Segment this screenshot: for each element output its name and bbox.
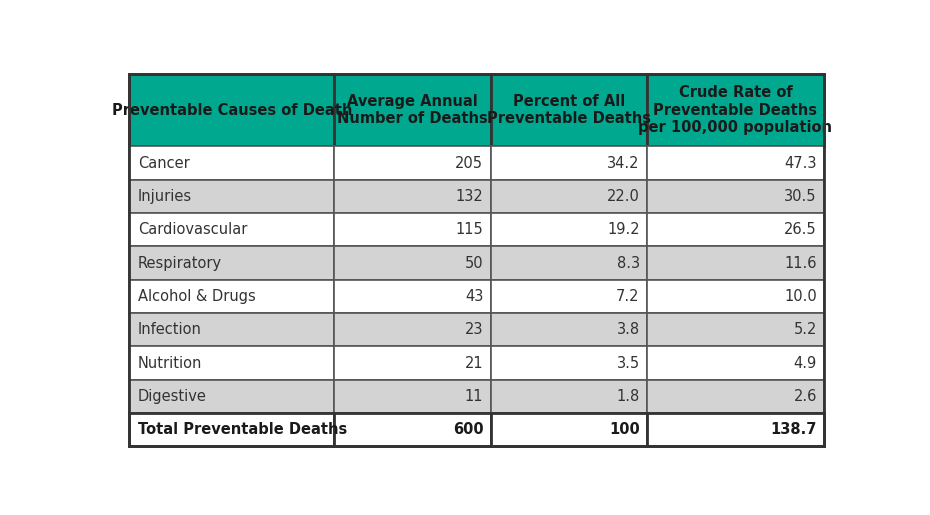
Text: Cancer: Cancer — [138, 156, 190, 170]
Bar — [334, 146, 490, 180]
Text: Crude Rate of
Preventable Deaths
per 100,000 population: Crude Rate of Preventable Deaths per 100… — [638, 85, 832, 135]
Text: Cardiovascular: Cardiovascular — [138, 222, 247, 237]
Text: 5.2: 5.2 — [793, 322, 817, 337]
Bar — [647, 146, 824, 180]
Text: 7.2: 7.2 — [617, 289, 640, 304]
Text: 11.6: 11.6 — [784, 255, 817, 270]
Bar — [334, 380, 490, 413]
Bar — [490, 146, 647, 180]
Text: 21: 21 — [465, 355, 484, 371]
Bar — [129, 74, 334, 146]
Bar — [490, 413, 647, 447]
Text: 22.0: 22.0 — [606, 189, 640, 204]
Bar — [490, 246, 647, 280]
Bar — [334, 313, 490, 347]
Bar — [129, 180, 334, 213]
Bar — [129, 146, 334, 180]
Text: 3.8: 3.8 — [617, 322, 640, 337]
Bar — [334, 280, 490, 313]
Bar — [490, 280, 647, 313]
Bar — [647, 246, 824, 280]
Text: 43: 43 — [465, 289, 484, 304]
Text: 138.7: 138.7 — [770, 422, 817, 437]
Bar — [647, 213, 824, 246]
Text: Alcohol & Drugs: Alcohol & Drugs — [138, 289, 256, 304]
Bar — [647, 347, 824, 380]
Bar — [490, 180, 647, 213]
Text: 115: 115 — [456, 222, 484, 237]
Text: 10.0: 10.0 — [784, 289, 817, 304]
Bar — [129, 280, 334, 313]
Bar — [334, 246, 490, 280]
Bar — [490, 313, 647, 347]
Text: Digestive: Digestive — [138, 389, 206, 404]
Bar — [647, 413, 824, 447]
Bar — [129, 347, 334, 380]
Text: 600: 600 — [453, 422, 484, 437]
Bar — [129, 213, 334, 246]
Bar — [129, 413, 334, 447]
Text: 132: 132 — [456, 189, 484, 204]
Text: 4.9: 4.9 — [793, 355, 817, 371]
Bar — [490, 74, 647, 146]
Bar — [129, 313, 334, 347]
Bar — [490, 380, 647, 413]
Text: 30.5: 30.5 — [784, 189, 817, 204]
Bar — [129, 380, 334, 413]
Bar — [490, 213, 647, 246]
Text: 2.6: 2.6 — [793, 389, 817, 404]
Text: 11: 11 — [465, 389, 484, 404]
Bar — [334, 413, 490, 447]
Bar — [647, 380, 824, 413]
Text: 47.3: 47.3 — [784, 156, 817, 170]
Bar — [647, 280, 824, 313]
Text: 34.2: 34.2 — [607, 156, 640, 170]
Bar — [334, 180, 490, 213]
Text: Preventable Causes of Death: Preventable Causes of Death — [112, 102, 352, 117]
Text: 8.3: 8.3 — [617, 255, 640, 270]
Text: Total Preventable Deaths: Total Preventable Deaths — [138, 422, 347, 437]
Text: 50: 50 — [465, 255, 484, 270]
Bar — [129, 246, 334, 280]
Text: Nutrition: Nutrition — [138, 355, 202, 371]
Text: 1.8: 1.8 — [617, 389, 640, 404]
Text: 3.5: 3.5 — [617, 355, 640, 371]
Bar — [490, 347, 647, 380]
Bar — [647, 180, 824, 213]
Text: Injuries: Injuries — [138, 189, 192, 204]
Bar — [334, 213, 490, 246]
Text: 205: 205 — [456, 156, 484, 170]
Bar — [334, 74, 490, 146]
Bar — [647, 74, 824, 146]
Text: 23: 23 — [465, 322, 484, 337]
Bar — [334, 347, 490, 380]
Text: 19.2: 19.2 — [607, 222, 640, 237]
Text: Respiratory: Respiratory — [138, 255, 222, 270]
Text: 100: 100 — [609, 422, 640, 437]
Text: 26.5: 26.5 — [784, 222, 817, 237]
Text: Average Annual
Number of Deaths: Average Annual Number of Deaths — [337, 94, 487, 126]
Bar — [647, 313, 824, 347]
Text: Infection: Infection — [138, 322, 202, 337]
Text: Percent of All
Preventable Deaths: Percent of All Preventable Deaths — [486, 94, 651, 126]
